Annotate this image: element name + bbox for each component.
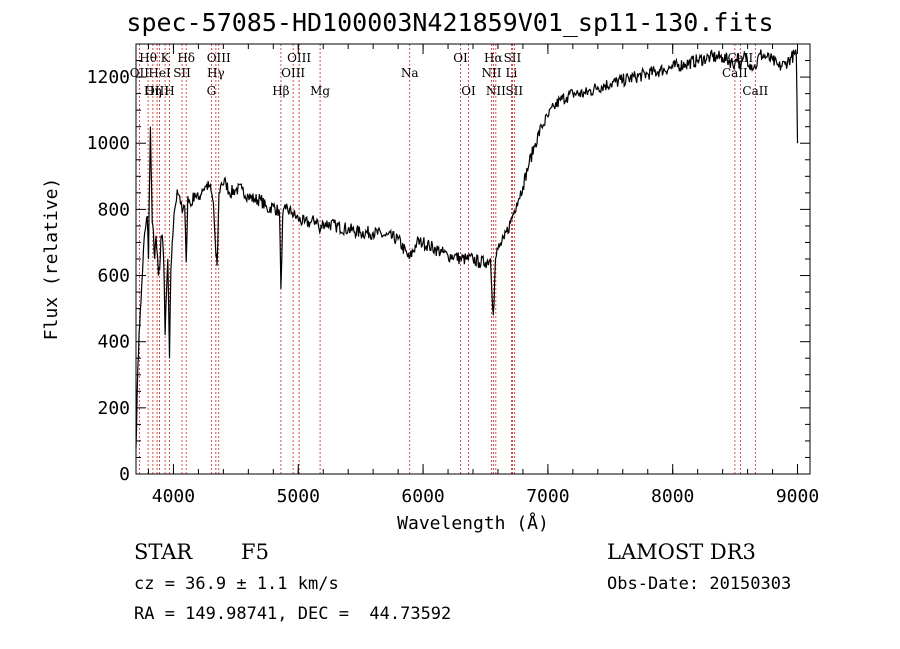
spectral-line-label: SII <box>505 84 523 98</box>
spectral-line-label: HeI <box>148 66 171 80</box>
y-axis-label: Flux (relative) <box>41 178 62 341</box>
y-tick-label: 400 <box>97 332 130 353</box>
spectral-line-label: OIII <box>207 51 231 65</box>
x-tick-label: 9000 <box>776 486 819 507</box>
y-tick-label: 200 <box>97 398 130 419</box>
spectral-line-label: CaII <box>722 66 748 80</box>
spectral-line-label: OIII <box>281 66 305 80</box>
spectral-line-label: K <box>161 51 171 65</box>
spectral-line-label: Hθ <box>139 51 157 65</box>
sky-coordinates: RA = 149.98741, DEC = 44.73592 <box>134 604 452 624</box>
spectral-line-label: OI <box>461 84 476 98</box>
spectral-line-label: Hη <box>144 84 162 98</box>
survey-name: LAMOST DR3 <box>607 540 756 564</box>
x-tick-label: 5000 <box>277 486 320 507</box>
y-tick-label: 0 <box>119 464 130 485</box>
spectral-line-label: SII <box>173 66 191 80</box>
spectral-line-label: G <box>207 84 217 98</box>
spectral-line-markers <box>138 44 756 474</box>
spectral-line-label: OII <box>130 66 150 80</box>
spectral-line-label: Na <box>401 66 419 80</box>
spectral-line-label: NII <box>481 66 501 80</box>
spectral-line-label: OIII <box>145 84 169 98</box>
object-class: STAR <box>134 540 193 564</box>
spectral-line-label: NII <box>486 84 506 98</box>
y-axis: 0 200 400 600 800 1000 1200 <box>87 60 810 485</box>
x-tick-label: 8000 <box>651 486 694 507</box>
spectral-line-label: H <box>164 84 174 98</box>
x-axis-label: Wavelength (Å) <box>397 512 549 534</box>
spectral-line-label: Li <box>506 66 518 80</box>
spectral-line-label: Hβ <box>272 84 289 98</box>
y-tick-label: 1200 <box>87 67 130 88</box>
chart-title: spec-57085-HD100003N421859V01_sp11-130.f… <box>126 8 774 37</box>
y-tick-label: 600 <box>97 266 130 287</box>
spectral-line-label: OI <box>453 51 468 65</box>
spectral-line-label: SII <box>504 51 522 65</box>
spectral-line-label: OIII <box>287 51 311 65</box>
flux-series-line <box>135 49 799 448</box>
spectral-line-label: Hα <box>484 51 503 65</box>
spectral-line-label: Mg <box>310 84 330 98</box>
y-tick-label: 1000 <box>87 133 130 154</box>
x-tick-label: 6000 <box>401 486 444 507</box>
observation-date: Obs-Date: 20150303 <box>607 574 792 594</box>
y-tick-label: 800 <box>97 199 130 220</box>
spectral-line-label: Hγ <box>207 66 225 80</box>
x-tick-label: 7000 <box>526 486 569 507</box>
x-axis: 4000 5000 6000 7000 8000 9000 <box>147 44 819 507</box>
x-tick-label: 4000 <box>152 486 195 507</box>
spectral-line-label: Hδ <box>177 51 195 65</box>
spectral-line-label: CaII <box>742 84 768 98</box>
redshift-cz: cz = 36.9 ± 1.1 km/s <box>134 574 339 594</box>
object-subclass: F5 <box>241 540 269 564</box>
